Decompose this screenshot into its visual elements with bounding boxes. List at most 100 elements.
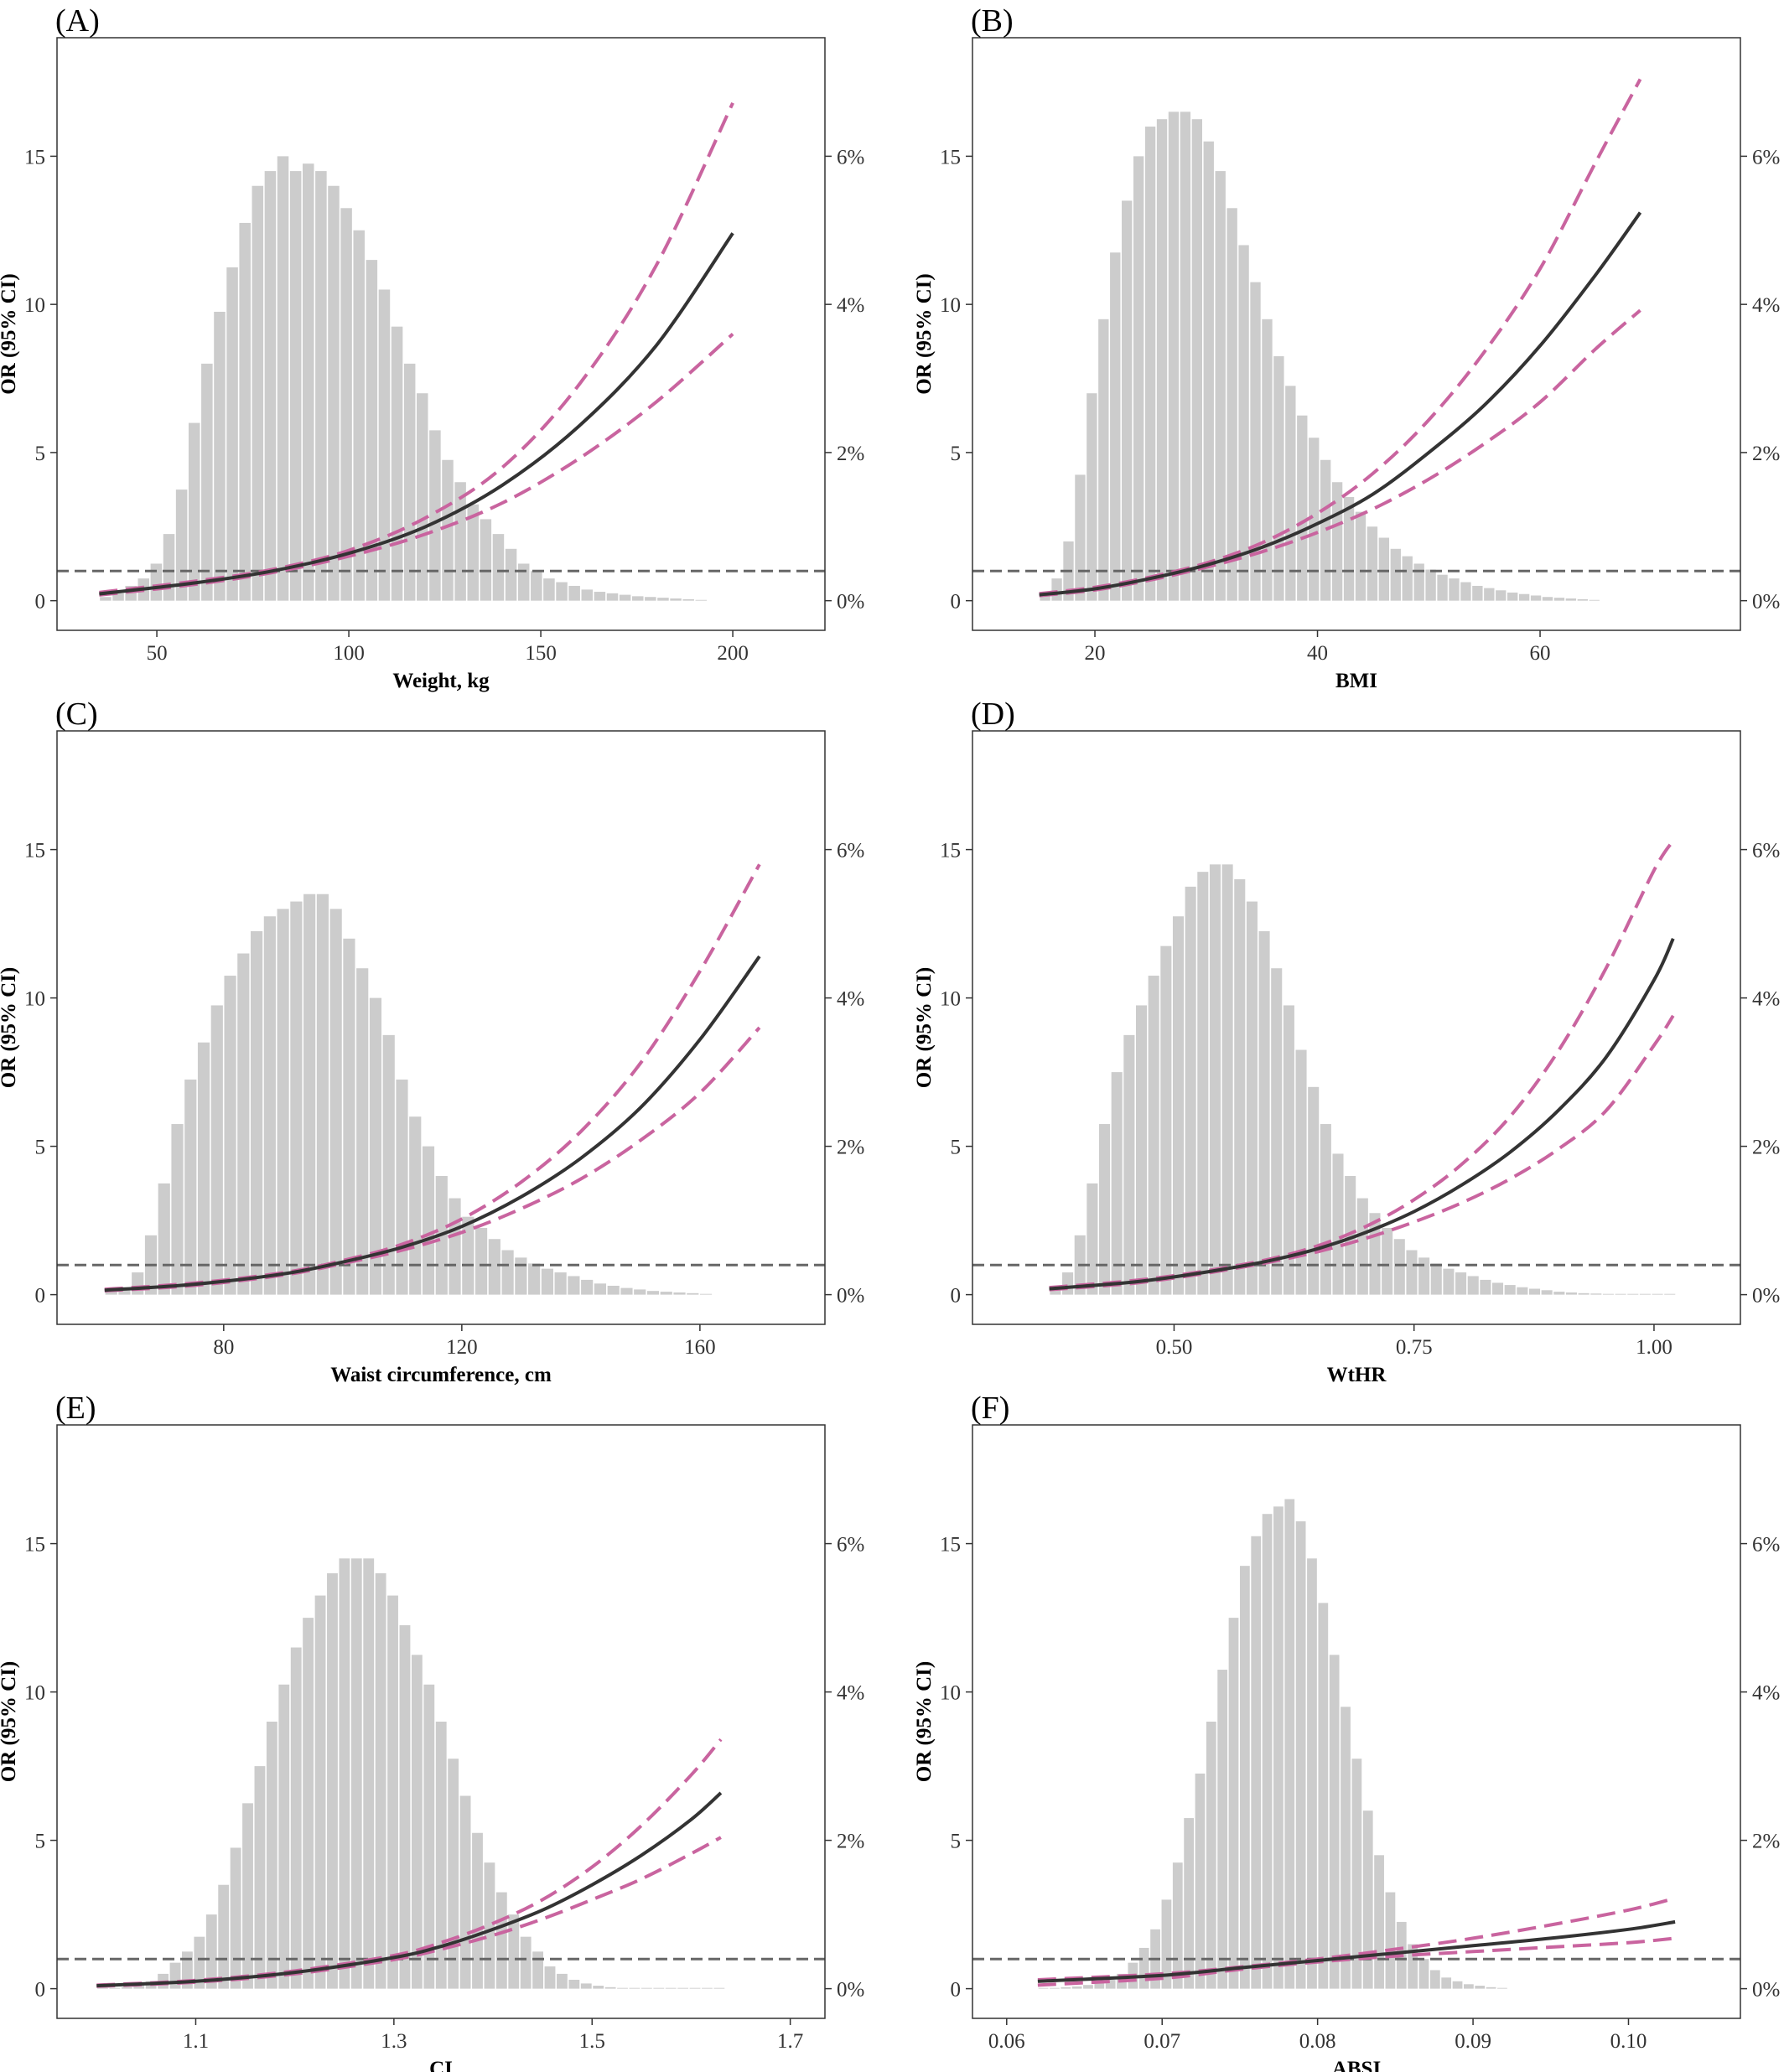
histogram-bar (339, 1558, 350, 1989)
y-tick-label: 10 (24, 988, 45, 1011)
x-tick-label: 1.1 (183, 2030, 209, 2053)
panel-c: 80 120 160 0 5 10 15 0% 2% 4% 6% Waist circumferenc… (0, 697, 864, 1386)
histogram-bar (1452, 1981, 1463, 1989)
x-tick-label: 1.3 (381, 2030, 407, 2053)
histogram-bar (343, 938, 355, 1295)
y-tick-label: 5 (35, 443, 46, 465)
histogram-bar (619, 594, 631, 601)
histogram-bar (1110, 252, 1121, 601)
histogram-bar (1283, 1005, 1294, 1295)
histogram-bar (1329, 1655, 1340, 1989)
histogram-bar (1320, 1124, 1331, 1295)
y2-tick-label: 2% (837, 1831, 864, 1853)
histogram-bar (520, 1936, 532, 1989)
histogram-bar (399, 1624, 411, 1989)
histogram-bar (557, 1973, 568, 1989)
histogram-bar (532, 1951, 544, 1989)
histogram-bar (1271, 968, 1283, 1295)
histogram-bar (1135, 1005, 1148, 1295)
histogram-bar (1374, 1855, 1384, 1989)
histogram-bar (1449, 578, 1460, 601)
plot-frame (972, 37, 1741, 631)
ci-upper-line (99, 101, 734, 594)
histogram-bar (328, 185, 340, 601)
x-tick-label: 100 (333, 642, 365, 665)
x-tick-label: 40 (1307, 642, 1328, 665)
histogram-bar (462, 1216, 475, 1295)
histogram-bar (391, 326, 403, 601)
histogram-bar (544, 1966, 556, 1989)
histogram-bar (1406, 1250, 1418, 1295)
y2-tick-label: 0% (837, 1979, 864, 2002)
histogram-bar (541, 1268, 553, 1295)
histogram-bar (1664, 1293, 1676, 1295)
histogram-bar (1215, 171, 1226, 601)
histogram-bar (263, 916, 276, 1295)
y2-tick-label: 2% (1752, 1831, 1780, 1853)
x-tick-label: 60 (1530, 642, 1551, 665)
histogram-bar (1331, 482, 1343, 601)
histogram-bar (210, 1005, 223, 1295)
histogram-bar (1168, 111, 1180, 601)
histogram-bar (133, 1985, 145, 1989)
histogram-bar (508, 1914, 520, 1989)
histogram-bar (218, 1884, 230, 1989)
histogram-bar (1320, 459, 1331, 601)
histogram-bar (1262, 1514, 1273, 1989)
plot-frame (56, 37, 826, 631)
histogram-bar (289, 171, 302, 601)
histogram-bar (1362, 1810, 1373, 1989)
x-axis-title: WtHR (1327, 1364, 1387, 1386)
histogram-bar (251, 930, 263, 1295)
histogram-bar (1430, 1263, 1442, 1295)
histogram-bar (194, 1936, 205, 1989)
x-tick-label: 0.06 (988, 2030, 1025, 2053)
y-tick-label: 0 (951, 1285, 962, 1308)
histogram-bar (1238, 245, 1249, 601)
y2-tick-label: 4% (837, 294, 864, 317)
y2-tick-label: 0% (1752, 1285, 1780, 1308)
panel-label: (B) (971, 3, 1014, 39)
histogram-bar (158, 1183, 170, 1295)
histogram-bar (1408, 1944, 1418, 1989)
histogram-bar (1565, 1292, 1578, 1295)
histogram-bar (1133, 156, 1144, 601)
histogram-bar (1148, 976, 1159, 1295)
histogram-bar (475, 1227, 488, 1295)
histogram-bar (1518, 593, 1530, 601)
x-tick-label: 1.7 (777, 2030, 803, 2053)
histogram-bar (1250, 282, 1261, 601)
histogram-bar (495, 1892, 507, 1989)
panel-f-histogram (1038, 1499, 1507, 1989)
panel-label: (A) (55, 3, 100, 39)
histogram-bar (1180, 111, 1191, 601)
histogram-bar (442, 459, 454, 601)
histogram-bar (184, 1079, 197, 1295)
histogram-bar (1185, 886, 1196, 1295)
y-tick-label: 15 (940, 1534, 961, 1557)
y2-tick-label: 6% (1752, 1534, 1780, 1557)
x-tick-label: 0.50 (1156, 1336, 1193, 1359)
histogram-bar (581, 1279, 594, 1295)
y2-tick-label: 0% (1752, 1979, 1780, 2002)
histogram-bar (226, 267, 238, 601)
histogram-bar (1040, 593, 1050, 601)
histogram-bar (277, 156, 289, 601)
y-axis-title: OR (95% CI) (913, 967, 936, 1088)
histogram-bar (239, 222, 251, 601)
histogram-bar (266, 1722, 277, 1989)
y-tick-label: 5 (951, 1831, 962, 1853)
x-axis-title: CI (429, 2058, 453, 2072)
histogram-bar (1504, 1285, 1516, 1295)
x-tick-label: 80 (213, 1336, 234, 1359)
y2-tick-label: 6% (837, 840, 864, 862)
y-tick-label: 5 (35, 1831, 46, 1853)
histogram-bar (673, 1292, 686, 1295)
y2-tick-label: 6% (1752, 146, 1780, 168)
histogram-bar (403, 363, 416, 601)
histogram-bar (492, 534, 505, 601)
histogram-bar (1639, 1293, 1651, 1295)
histogram-bar (594, 1283, 607, 1295)
histogram-bar (1191, 119, 1202, 601)
histogram-bar (1565, 598, 1577, 601)
